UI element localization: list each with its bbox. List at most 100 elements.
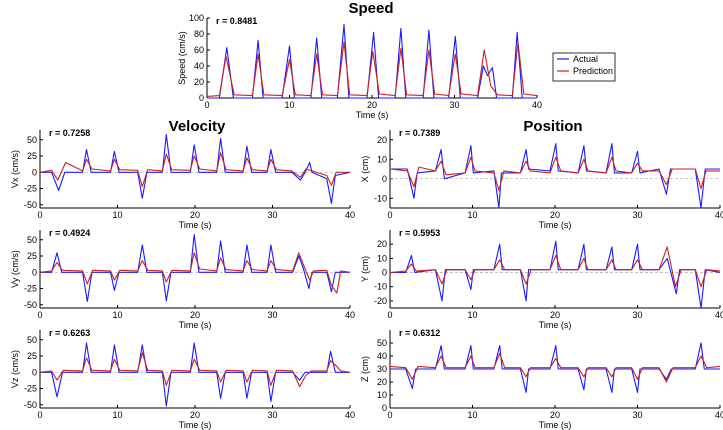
- chart-2-series-actual: [390, 143, 720, 209]
- chart-3-xtick-label: 0: [37, 310, 42, 320]
- chart-3-ytick-label: -25: [24, 284, 37, 294]
- chart-1-xlabel: Time (s): [179, 220, 212, 230]
- chart-0-ytick-label: 60: [194, 45, 204, 55]
- chart-6-ytick-label: 30: [377, 364, 387, 374]
- chart-4-series-prediction: [389, 246, 721, 288]
- chart-2-ytick-label: 0: [382, 174, 387, 184]
- chart-4-series-actual: [390, 240, 721, 309]
- chart-6-series-prediction: [389, 352, 721, 383]
- chart-0-series-prediction: [206, 41, 538, 97]
- chart-3-series-prediction: [39, 252, 351, 294]
- chart-1-title: Velocity: [169, 118, 226, 135]
- chart-6-ytick-label: 40: [377, 351, 387, 361]
- chart-3-xtick-label: 20: [190, 310, 200, 320]
- chart-5-ytick-label: -50: [24, 400, 37, 410]
- chart-2-title: Position: [523, 118, 582, 135]
- chart-3-xtick-label: 10: [112, 310, 122, 320]
- chart-1-ytick-label: 50: [27, 135, 37, 145]
- chart-6-xtick-label: 0: [387, 410, 392, 420]
- chart-0-ylabel: Speed (cm/s): [177, 31, 187, 85]
- chart-3-xlabel: Time (s): [179, 320, 212, 330]
- chart-5-ytick-label: 50: [27, 335, 37, 345]
- chart-1-r-value: r = 0.7258: [49, 128, 90, 138]
- chart-2-xlabel: Time (s): [539, 220, 572, 230]
- chart-0-r-value: r = 0.8481: [216, 16, 257, 26]
- chart-6-ytick-label: 0: [382, 403, 387, 413]
- chart-1-ytick-label: -50: [24, 200, 37, 210]
- legend-label-prediction: Prediction: [573, 66, 613, 76]
- chart-2-xtick-label: 20: [550, 210, 560, 220]
- chart-5-xtick-label: 0: [37, 410, 42, 420]
- chart-2-xtick-label: 0: [387, 210, 392, 220]
- chart-1-xtick-label: 10: [112, 210, 122, 220]
- chart-0-ytick-label: 40: [194, 61, 204, 71]
- chart-5-xlabel: Time (s): [179, 420, 212, 430]
- chart-0-xtick-label: 20: [367, 100, 377, 110]
- chart-2-series-prediction: [389, 156, 720, 191]
- chart-6-ytick-label: 10: [377, 390, 387, 400]
- chart-4-ytick-label: -20: [374, 296, 387, 306]
- chart-3-series-actual: [40, 234, 350, 303]
- chart-4-ytick-label: 10: [377, 253, 387, 263]
- chart-1-series-prediction: [39, 152, 350, 188]
- chart-0-title: Speed: [348, 0, 393, 17]
- chart-4-xtick-label: 30: [632, 310, 642, 320]
- chart-5-xtick-label: 10: [112, 410, 122, 420]
- chart-5-ylabel: Vz (cm/s): [10, 350, 20, 388]
- chart-4-r-value: r = 0.5953: [399, 228, 440, 238]
- chart-0-xtick-label: 40: [532, 100, 542, 110]
- chart-2-ytick-label: 20: [377, 135, 387, 145]
- chart-2-xtick-label: 40: [715, 210, 723, 220]
- legend-box: [552, 52, 616, 82]
- chart-2-r-value: r = 0.7389: [399, 128, 440, 138]
- chart-1-ylabel: Vx (cm/s): [10, 150, 20, 188]
- chart-1-series-actual: [40, 134, 351, 204]
- chart-1-ytick-label: 0: [32, 167, 37, 177]
- chart-0-xlabel: Time (s): [356, 110, 389, 120]
- chart-5-xtick-label: 40: [345, 410, 355, 420]
- chart-4-xlabel: Time (s): [539, 320, 572, 330]
- chart-5-ytick-label: -25: [24, 384, 37, 394]
- chart-4-ylabel: Y (cm): [360, 256, 370, 282]
- chart-5-series-actual: [40, 342, 350, 407]
- chart-0-ytick-label: 80: [194, 29, 204, 39]
- chart-6-xtick-label: 20: [550, 410, 560, 420]
- chart-0-ytick-label: 0: [199, 93, 204, 103]
- chart-5-xtick-label: 20: [190, 410, 200, 420]
- chart-6-r-value: r = 0.6312: [399, 328, 440, 338]
- chart-4-xtick-label: 10: [467, 310, 477, 320]
- chart-3-r-value: r = 0.4924: [49, 228, 90, 238]
- chart-4-xtick-label: 0: [387, 310, 392, 320]
- chart-3-ylabel: Vy (cm/s): [10, 250, 20, 288]
- chart-1-xtick-label: 30: [267, 210, 277, 220]
- chart-0-xtick-label: 0: [204, 100, 209, 110]
- chart-1-xtick-label: 20: [190, 210, 200, 220]
- chart-2-xtick-label: 30: [632, 210, 642, 220]
- chart-2-xtick-label: 10: [467, 210, 477, 220]
- chart-1-xtick-label: 0: [37, 210, 42, 220]
- chart-5-ytick-label: 25: [27, 351, 37, 361]
- chart-5-r-value: r = 0.6263: [49, 328, 90, 338]
- chart-3-xtick-label: 40: [345, 310, 355, 320]
- chart-6-ylabel: Z (cm): [360, 356, 370, 382]
- chart-3-ytick-label: 25: [27, 251, 37, 261]
- chart-0-xtick-label: 10: [284, 100, 294, 110]
- chart-5-series-prediction: [39, 352, 351, 388]
- chart-4-xtick-label: 40: [715, 310, 723, 320]
- chart-6-ytick-label: 20: [377, 377, 387, 387]
- chart-2-ytick-label: 10: [377, 154, 387, 164]
- chart-6-xtick-label: 30: [632, 410, 642, 420]
- chart-6-ytick-label: 50: [377, 338, 387, 348]
- chart-5-ytick-label: 0: [32, 367, 37, 377]
- chart-4-xtick-label: 20: [550, 310, 560, 320]
- chart-1-xtick-label: 40: [345, 210, 355, 220]
- chart-1-ytick-label: 25: [27, 151, 37, 161]
- chart-1-ytick-label: -25: [24, 184, 37, 194]
- chart-6-xtick-label: 10: [467, 410, 477, 420]
- chart-6-series-actual: [390, 342, 720, 393]
- chart-4-ytick-label: 20: [377, 239, 387, 249]
- chart-3-ytick-label: -50: [24, 300, 37, 310]
- chart-0-xtick-label: 30: [449, 100, 459, 110]
- chart-0-series-actual: [207, 23, 537, 99]
